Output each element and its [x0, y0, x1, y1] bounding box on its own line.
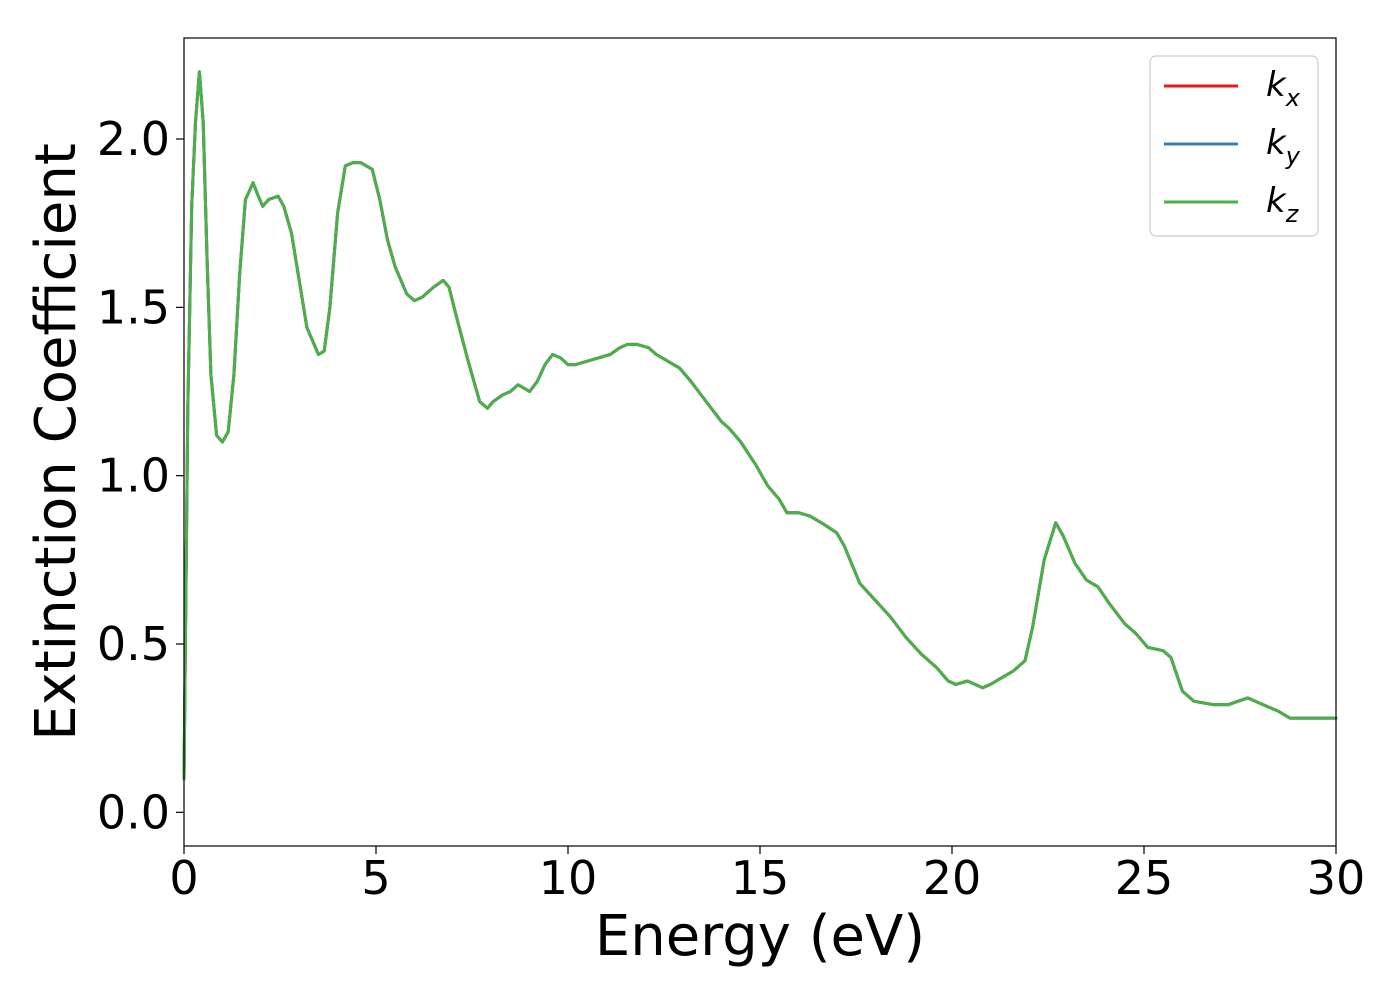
- x-tick-label: 0: [169, 851, 198, 905]
- y-axis-ticks: 0.0 0.5 1.0 1.5 2.0: [97, 112, 184, 839]
- y-tick-label: 0.5: [97, 617, 170, 671]
- y-axis-label: Extinction Coefficient: [24, 143, 89, 741]
- y-tick-label: 1.0: [97, 449, 170, 503]
- y-tick-label: 0.0: [97, 785, 170, 839]
- x-tick-label: 10: [539, 851, 598, 905]
- legend-label-kx: kx: [1266, 65, 1301, 112]
- x-axis-label: Energy (eV): [595, 904, 925, 969]
- legend-box: [1149, 55, 1319, 237]
- x-tick-label: 30: [1307, 851, 1366, 905]
- x-tick-label: 15: [731, 851, 790, 905]
- legend-label-ky: ky: [1266, 123, 1301, 170]
- series-layer: [182, 70, 1338, 781]
- x-tick-label: 5: [361, 851, 390, 905]
- x-axis-ticks: 0 5 10 15 20 25 30: [169, 846, 1365, 905]
- x-tick-label: 25: [1115, 851, 1174, 905]
- y-tick-label: 1.5: [97, 280, 170, 334]
- y-tick-label: 2.0: [97, 112, 170, 166]
- x-tick-label: 20: [923, 851, 982, 905]
- series-line-kz: [182, 70, 1338, 781]
